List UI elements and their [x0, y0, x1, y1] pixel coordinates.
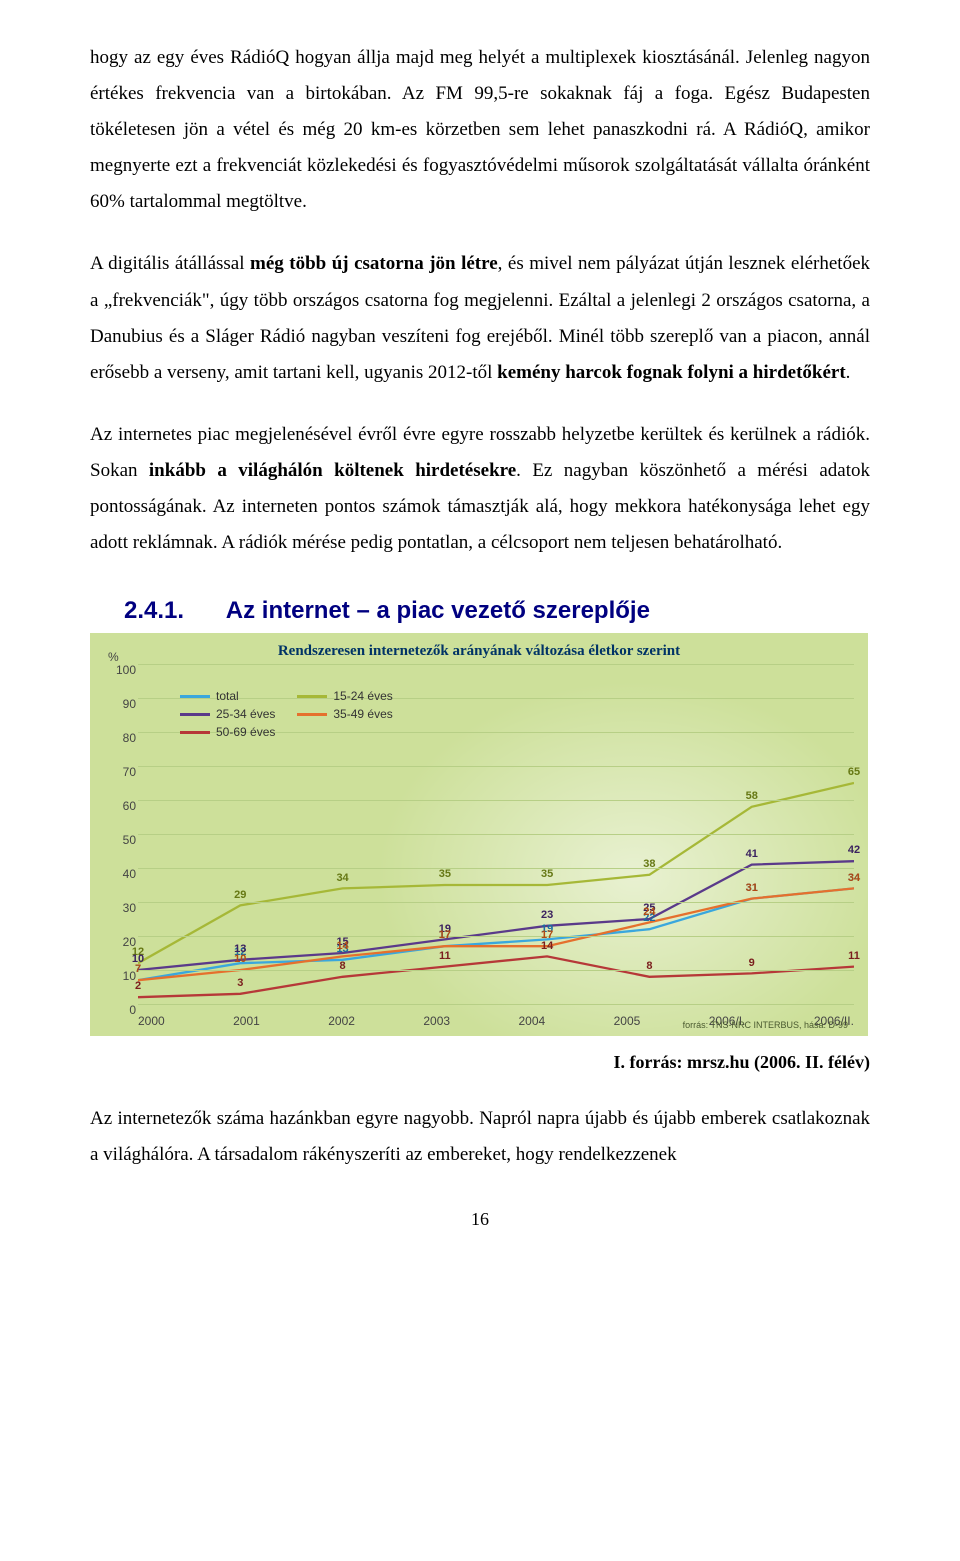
- data-label: 41: [746, 848, 758, 860]
- x-tick: 2005: [614, 1014, 641, 1028]
- data-label: 8: [646, 960, 652, 972]
- gridline: [138, 834, 854, 835]
- caption-roman: I.: [591, 1052, 625, 1073]
- data-label: 10: [234, 953, 246, 965]
- data-label: 34: [336, 872, 348, 884]
- legend-item: total: [180, 689, 275, 703]
- legend-item: 15-24 éves: [297, 689, 392, 703]
- data-label: 11: [848, 950, 860, 962]
- gridline: [138, 902, 854, 903]
- legend-swatch: [180, 695, 210, 698]
- paragraph-3: Az internetes piac megjelenésével évről …: [90, 417, 870, 561]
- chart-caption: I. forrás: mrsz.hu (2006. II. félév): [90, 1052, 870, 1073]
- y-tick: 80: [108, 731, 136, 745]
- legend-item: 50-69 éves: [180, 725, 275, 739]
- data-label: 14: [336, 940, 348, 952]
- chart-container: Rendszeresen internetezők arányának vált…: [90, 633, 868, 1036]
- data-label: 65: [848, 766, 860, 778]
- y-tick: 60: [108, 799, 136, 813]
- gridline: [138, 868, 854, 869]
- data-label: 7: [135, 964, 141, 976]
- data-label: 34: [848, 872, 860, 884]
- caption-text: forrás: mrsz.hu (2006. II. félév): [630, 1052, 870, 1072]
- data-label: 11: [439, 950, 451, 962]
- legend-item: 35-49 éves: [297, 707, 392, 721]
- legend-swatch: [297, 695, 327, 698]
- data-label: 42: [848, 845, 860, 857]
- paragraph-1: hogy az egy éves RádióQ hogyan állja maj…: [90, 40, 870, 220]
- data-label: 35: [541, 868, 553, 880]
- paragraph-2: A digitális átállással még több új csato…: [90, 246, 870, 390]
- y-tick: 30: [108, 901, 136, 915]
- data-label: 2: [135, 981, 141, 993]
- gridline: [138, 664, 854, 665]
- data-label: 14: [541, 940, 553, 952]
- legend-swatch: [180, 731, 210, 734]
- gridline: [138, 766, 854, 767]
- x-tick: 2001: [233, 1014, 260, 1028]
- x-tick: 2003: [423, 1014, 450, 1028]
- chart-source-inline: forrás: TNS-NRC INTERBUS, hása: D-99: [683, 1020, 848, 1030]
- y-tick: 50: [108, 833, 136, 847]
- legend-label: 50-69 éves: [216, 725, 275, 739]
- section-title: Az internet – a piac vezető szereplője: [226, 597, 650, 624]
- data-label: 35: [439, 868, 451, 880]
- paragraph-after-chart: Az internetezők száma hazánkban egyre na…: [90, 1101, 870, 1173]
- gridline: [138, 936, 854, 937]
- gridline: [138, 1004, 854, 1005]
- x-tick: 2004: [519, 1014, 546, 1028]
- y-tick: 100: [108, 663, 136, 677]
- x-tick: 2002: [328, 1014, 355, 1028]
- legend-label: total: [216, 689, 239, 703]
- data-label: 8: [340, 960, 346, 972]
- y-tick: 40: [108, 867, 136, 881]
- data-label: 9: [749, 957, 755, 969]
- legend-label: 15-24 éves: [333, 689, 392, 703]
- y-tick: 0: [108, 1003, 136, 1017]
- chart-title: Rendszeresen internetezők arányának vált…: [104, 643, 854, 660]
- data-label: 38: [643, 858, 655, 870]
- section-heading: 2.4.1. Az internet – a piac vezető szere…: [124, 597, 870, 625]
- legend-swatch: [180, 713, 210, 716]
- y-axis-unit: %: [108, 650, 119, 664]
- legend-label: 25-34 éves: [216, 707, 275, 721]
- section-number: 2.4.1.: [124, 597, 220, 625]
- data-label: 23: [541, 909, 553, 921]
- gridline: [138, 970, 854, 971]
- data-label: 29: [234, 889, 246, 901]
- page: hogy az egy éves RádióQ hogyan állja maj…: [0, 0, 960, 1270]
- data-label: 24: [643, 906, 655, 918]
- chart-legend: total 15-24 éves 25-34 éves 35-49 éves 50-69…: [180, 689, 393, 739]
- legend-swatch: [297, 713, 327, 716]
- data-label: 58: [746, 790, 758, 802]
- data-label: 31: [746, 882, 758, 894]
- y-tick: 90: [108, 697, 136, 711]
- data-label: 17: [439, 930, 451, 942]
- y-tick: 70: [108, 765, 136, 779]
- page-number: 16: [90, 1209, 870, 1230]
- y-tick: 10: [108, 969, 136, 983]
- data-label: 3: [237, 977, 243, 989]
- legend-item: 25-34 éves: [180, 707, 275, 721]
- legend-label: 35-49 éves: [333, 707, 392, 721]
- x-tick: 2000: [138, 1014, 165, 1028]
